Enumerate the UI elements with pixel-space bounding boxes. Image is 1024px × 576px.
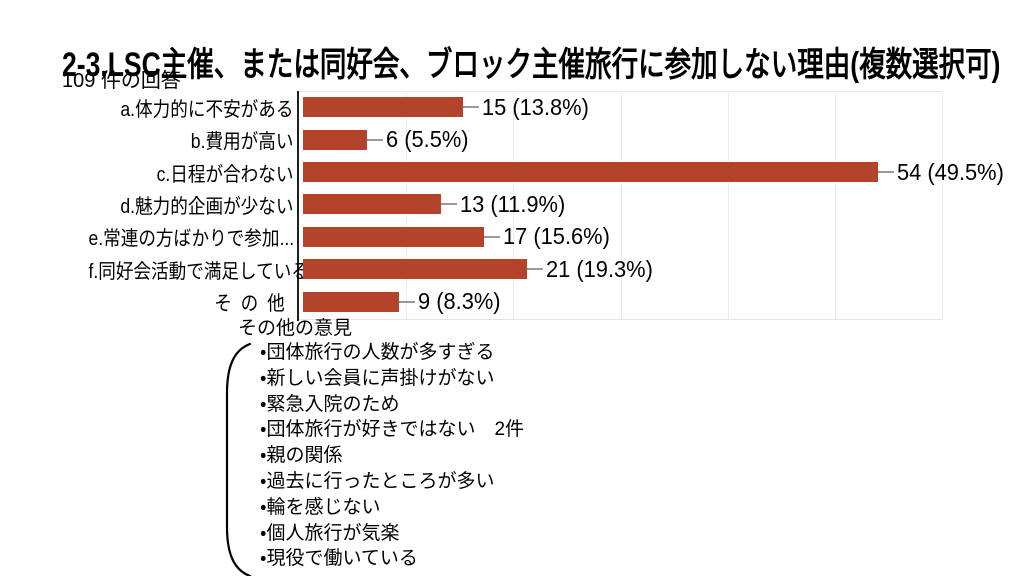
category-label: f.同好会活動で満足している	[88, 260, 309, 283]
category-label: その他	[214, 293, 294, 316]
opinion-item: ・緊急入院のため	[260, 393, 400, 415]
bar-row: a.体力的に不安がある 15 (13.8%)	[60, 91, 942, 123]
bar-track: 13 (11.9%)	[303, 188, 942, 220]
bar-track: 54 (49.5%)	[303, 156, 1004, 188]
value-label: 15 (13.8%)	[481, 93, 589, 120]
other-opinions-heading: その他の意見	[238, 318, 353, 339]
opinion-item: ・新しい会員に声掛けがない	[260, 367, 495, 389]
label-connector-line	[398, 300, 415, 303]
bar-row: f.同好会活動で満足している 21 (19.3%)	[60, 253, 942, 285]
chart-title: 2-3.LSC主催、または同好会、ブロック主催旅行に参加しない理由(複数選択可)	[62, 45, 1001, 84]
category-label: a.体力的に不安がある	[120, 98, 294, 121]
response-count: 109 件の回答	[62, 70, 181, 92]
bar-track: 21 (19.3%)	[303, 253, 942, 285]
opinion-item: ・個人旅行が気楽	[260, 522, 400, 544]
bar-row: e.常連の方ばかりで参加... 17 (15.6%)	[60, 221, 942, 253]
label-connector-line	[366, 138, 383, 141]
label-connector-line	[878, 171, 895, 174]
bar-row: d.魅力的企画が少ない 13 (11.9%)	[60, 188, 942, 220]
opinion-item: ・過去に行ったところが多い	[260, 470, 495, 492]
value-label: 21 (19.3%)	[545, 255, 653, 282]
bar	[303, 97, 463, 118]
gridline	[513, 92, 515, 319]
value-label: 13 (11.9%)	[460, 190, 566, 217]
bar-row: その他 9 (8.3%)	[60, 286, 942, 318]
category-label: e.常連の方ばかりで参加...	[88, 228, 295, 251]
bar	[303, 226, 485, 247]
other-opinions-list: ・団体旅行の人数が多すぎる ・新しい会員に声掛けがない ・緊急入院のため・団体旅行が…	[260, 340, 524, 572]
bar-row: c.日程が合わない 54 (49.5%)	[60, 156, 1004, 188]
category-label: b.費用が高い	[190, 131, 294, 154]
gridline	[727, 92, 729, 319]
label-connector-line	[484, 235, 501, 238]
value-label: 6 (5.5%)	[385, 126, 469, 153]
gridline	[834, 92, 836, 319]
bar-track: 15 (13.8%)	[303, 91, 942, 123]
category-label: c.日程が合わない	[156, 163, 294, 186]
bar	[303, 291, 399, 312]
bar	[303, 162, 879, 183]
bar-track: 6 (5.5%)	[303, 123, 942, 155]
bar-track: 17 (15.6%)	[303, 221, 942, 253]
opinion-item: ・団体旅行の人数が多すぎる	[260, 342, 495, 363]
label-connector-line	[441, 203, 458, 206]
bar	[303, 129, 367, 150]
y-axis-line	[297, 91, 299, 321]
bracket-shape	[225, 342, 252, 576]
opinion-item: ・団体旅行が好きではない 2件	[260, 419, 525, 441]
bar	[303, 259, 527, 280]
opinion-item: ・輪を感じない	[260, 496, 381, 518]
gridline	[942, 92, 943, 319]
bar-rows: a.体力的に不安がある 15 (13.8%) b.費用が高い 6 (5.5%) …	[60, 91, 1004, 318]
gridline	[620, 92, 622, 319]
opinion-item: ・現役で働いている	[260, 548, 418, 570]
opinion-item: ・親の関係	[260, 445, 343, 467]
label-connector-line	[462, 106, 479, 109]
bar-row: b.費用が高い 6 (5.5%)	[60, 123, 942, 155]
bar	[303, 194, 442, 215]
label-connector-line	[526, 268, 543, 271]
value-label: 54 (49.5%)	[897, 158, 1004, 185]
value-label: 17 (15.6%)	[503, 223, 610, 250]
category-label: d.魅力的企画が少ない	[120, 195, 294, 218]
value-label: 9 (8.3%)	[417, 288, 501, 315]
bar-chart: a.体力的に不安がある 15 (13.8%) b.費用が高い 6 (5.5%) …	[60, 91, 1004, 321]
bar-track: 9 (8.3%)	[303, 286, 942, 318]
